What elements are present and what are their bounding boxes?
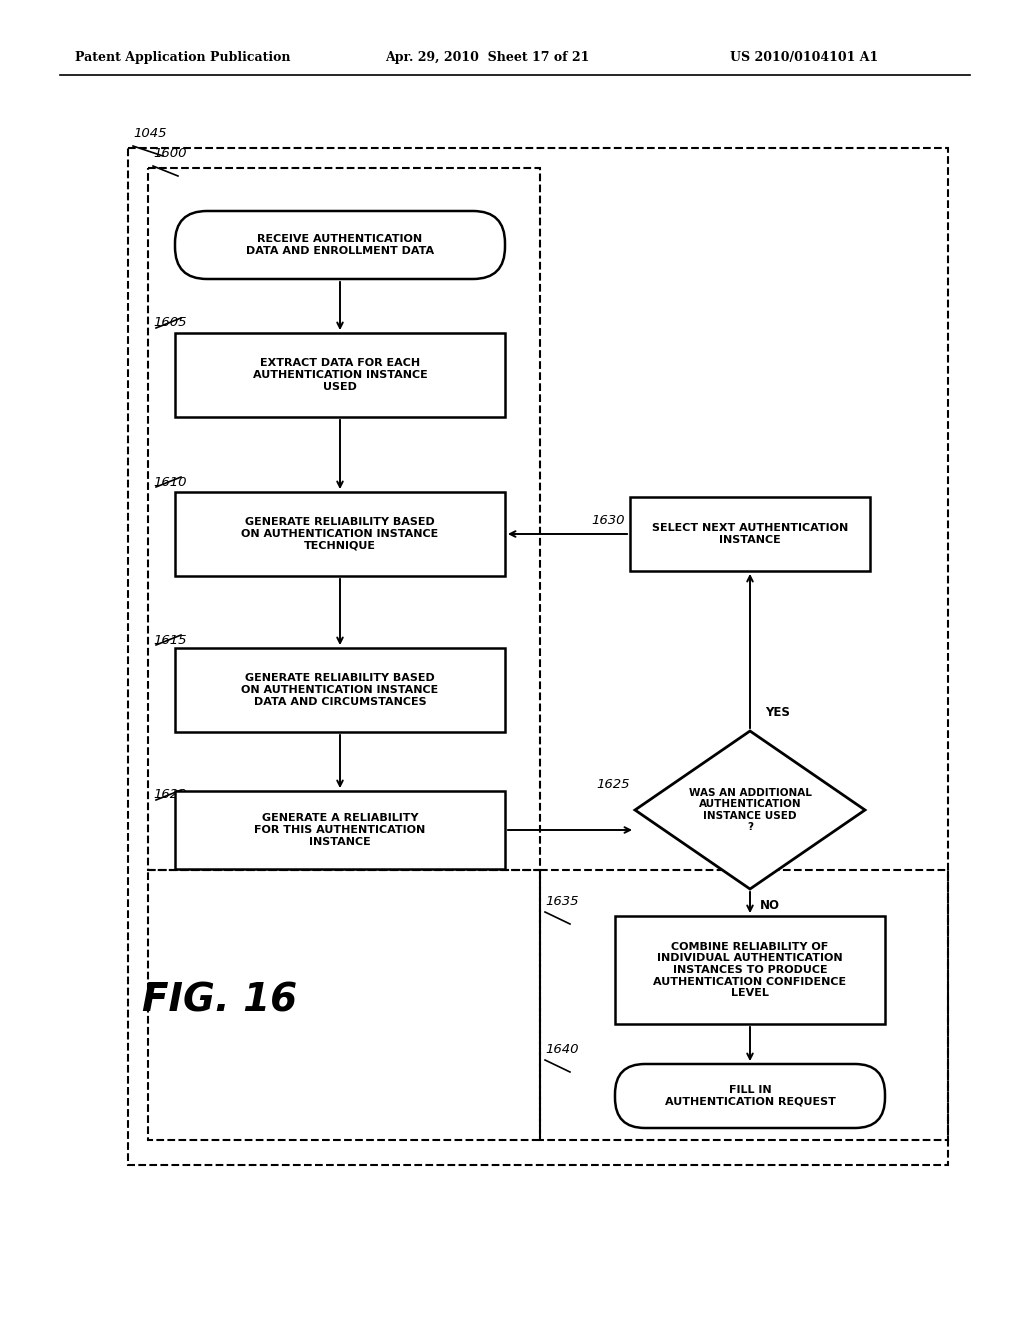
Text: 1630: 1630	[592, 513, 625, 527]
FancyBboxPatch shape	[615, 1064, 885, 1129]
Text: 1605: 1605	[153, 317, 186, 330]
Text: SELECT NEXT AUTHENTICATION
INSTANCE: SELECT NEXT AUTHENTICATION INSTANCE	[652, 523, 848, 545]
Text: 1635: 1635	[545, 895, 579, 908]
Text: FILL IN
AUTHENTICATION REQUEST: FILL IN AUTHENTICATION REQUEST	[665, 1085, 836, 1106]
Text: 1600: 1600	[153, 147, 186, 160]
Text: Patent Application Publication: Patent Application Publication	[75, 51, 291, 65]
Text: COMBINE RELIABILITY OF
INDIVIDUAL AUTHENTICATION
INSTANCES TO PRODUCE
AUTHENTICA: COMBINE RELIABILITY OF INDIVIDUAL AUTHEN…	[653, 941, 847, 998]
Bar	[128, 148, 948, 1166]
Text: 1640: 1640	[545, 1043, 579, 1056]
Text: 1615: 1615	[153, 634, 186, 647]
Bar	[540, 870, 948, 1140]
Bar	[615, 916, 885, 1024]
Text: US 2010/0104101 A1: US 2010/0104101 A1	[730, 51, 879, 65]
Text: 1610: 1610	[153, 475, 186, 488]
Text: GENERATE A RELIABILITY
FOR THIS AUTHENTICATION
INSTANCE: GENERATE A RELIABILITY FOR THIS AUTHENTI…	[254, 813, 426, 846]
Text: RECEIVE AUTHENTICATION
DATA AND ENROLLMENT DATA: RECEIVE AUTHENTICATION DATA AND ENROLLME…	[246, 234, 434, 256]
Text: NO: NO	[760, 899, 780, 912]
Text: WAS AN ADDITIONAL
AUTHENTICATION
INSTANCE USED
?: WAS AN ADDITIONAL AUTHENTICATION INSTANC…	[688, 788, 811, 833]
Text: 1620: 1620	[153, 788, 186, 801]
FancyBboxPatch shape	[175, 211, 505, 279]
Polygon shape	[635, 731, 865, 888]
Text: 1045: 1045	[133, 127, 167, 140]
Bar	[148, 870, 540, 1140]
Text: YES: YES	[765, 706, 790, 719]
Text: GENERATE RELIABILITY BASED
ON AUTHENTICATION INSTANCE
TECHNIQUE: GENERATE RELIABILITY BASED ON AUTHENTICA…	[242, 517, 438, 550]
Text: EXTRACT DATA FOR EACH
AUTHENTICATION INSTANCE
USED: EXTRACT DATA FOR EACH AUTHENTICATION INS…	[253, 359, 427, 392]
Text: Apr. 29, 2010  Sheet 17 of 21: Apr. 29, 2010 Sheet 17 of 21	[385, 51, 590, 65]
Bar	[148, 168, 540, 870]
Text: FIG. 16: FIG. 16	[142, 981, 298, 1019]
Text: GENERATE RELIABILITY BASED
ON AUTHENTICATION INSTANCE
DATA AND CIRCUMSTANCES: GENERATE RELIABILITY BASED ON AUTHENTICA…	[242, 673, 438, 706]
Bar	[175, 492, 505, 576]
Text: 1625: 1625	[597, 779, 630, 792]
Bar	[175, 791, 505, 869]
Bar	[175, 333, 505, 417]
Bar	[175, 648, 505, 733]
Bar	[630, 498, 870, 572]
